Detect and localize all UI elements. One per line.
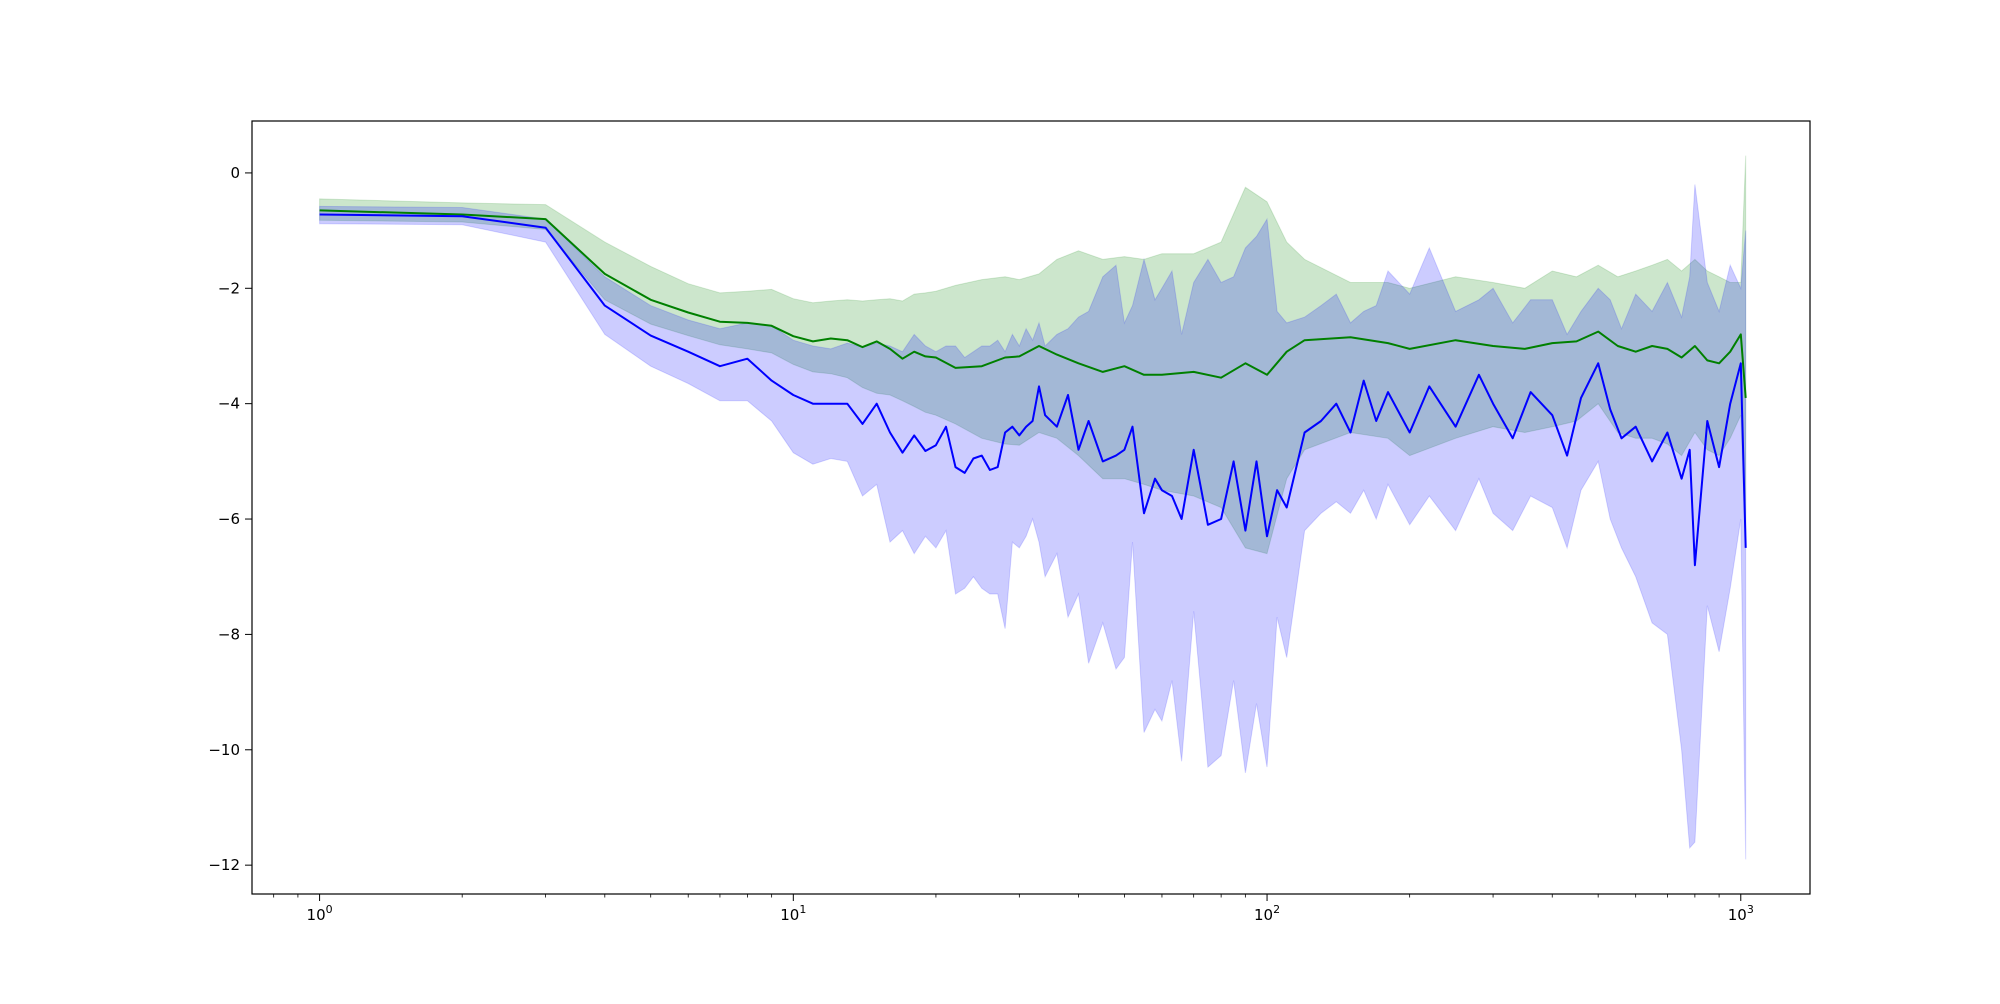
mean-line-1: [319, 213, 1747, 567]
confidence-band-1: [319, 184, 1747, 860]
y-tick-label: −2: [218, 279, 240, 297]
y-tick-label: −8: [218, 625, 240, 643]
x-tick-label: 100: [307, 903, 333, 924]
y-tick-label: −4: [218, 395, 240, 413]
plot-frame: [251, 120, 1811, 895]
y-tick-label: −10: [208, 741, 240, 759]
x-tick-label: 102: [1254, 903, 1280, 924]
y-tick-label: −6: [218, 510, 240, 528]
x-tick-label: 101: [780, 903, 806, 924]
x-axis: 100 101 102 103: [273, 894, 1754, 924]
mean-line-0: [319, 209, 1747, 398]
y-axis: 0 −2 −4 −6 −8 −10 −12: [208, 164, 252, 874]
y-tick-label: −12: [208, 856, 240, 874]
y-tick-label: 0: [230, 164, 240, 182]
x-tick-label: 103: [1728, 903, 1754, 924]
confidence-bands: [319, 155, 1747, 860]
mean-lines: [319, 209, 1747, 567]
